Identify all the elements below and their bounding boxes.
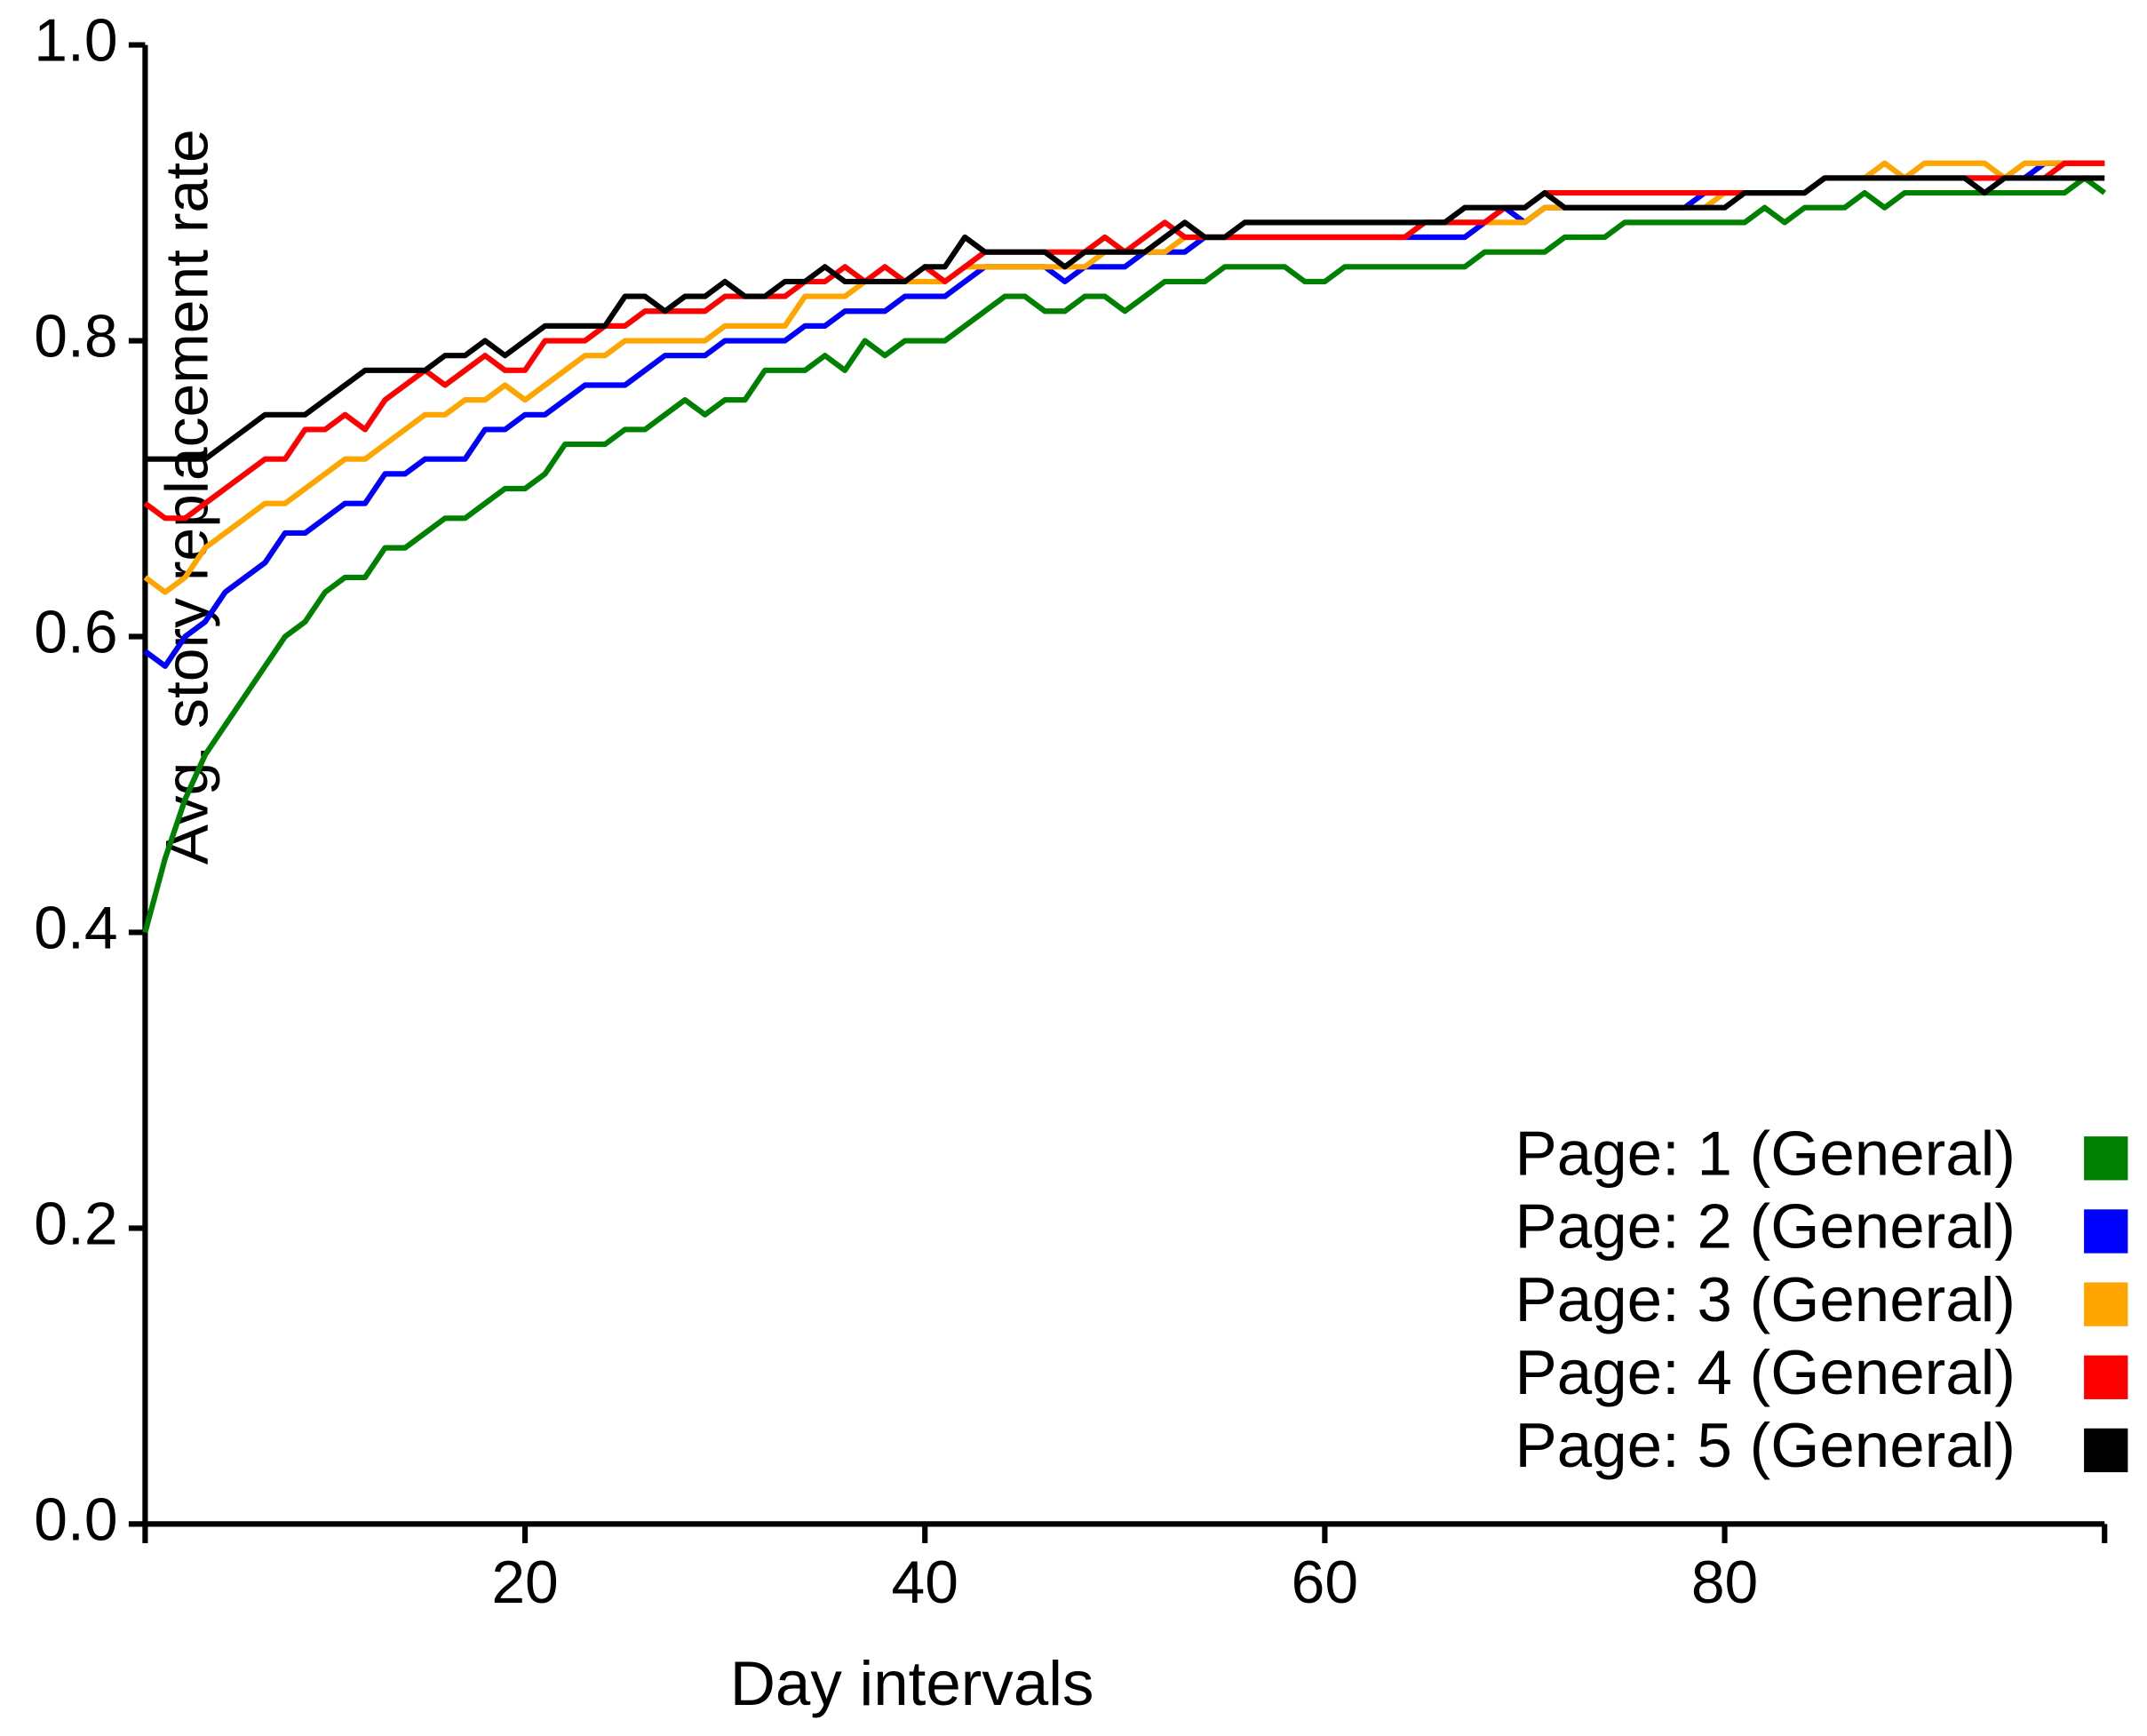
legend-label: Page: 2 (General) bbox=[1515, 1192, 2016, 1262]
y-tick-label: 0.6 bbox=[34, 599, 117, 665]
legend-swatch bbox=[2084, 1355, 2128, 1399]
series-line bbox=[145, 175, 2105, 462]
y-tick-label: 0.0 bbox=[34, 1486, 117, 1553]
legend-label: Page: 5 (General) bbox=[1515, 1411, 2016, 1481]
x-tick-label: 80 bbox=[1691, 1549, 1758, 1616]
x-axis-label: Day intervals bbox=[730, 1649, 1094, 1719]
legend-swatch bbox=[2084, 1136, 2128, 1181]
y-tick-label: 0.8 bbox=[34, 303, 117, 370]
legend-swatch bbox=[2084, 1428, 2128, 1473]
x-tick-label: 40 bbox=[892, 1549, 958, 1616]
x-tick-label: 60 bbox=[1292, 1549, 1358, 1616]
legend-swatch bbox=[2084, 1209, 2128, 1254]
series-line bbox=[142, 175, 2107, 934]
legend-label: Page: 3 (General) bbox=[1515, 1265, 2016, 1335]
y-tick-label: 0.2 bbox=[34, 1191, 117, 1257]
y-tick-label: 0.4 bbox=[34, 895, 117, 961]
legend-label: Page: 4 (General) bbox=[1515, 1338, 2016, 1408]
series-line bbox=[143, 160, 2105, 522]
x-tick-label: 20 bbox=[491, 1549, 558, 1616]
legend-swatch bbox=[2084, 1282, 2128, 1326]
legend-label: Page: 1 (General) bbox=[1515, 1119, 2016, 1190]
y-tick-label: 1.0 bbox=[34, 8, 117, 75]
